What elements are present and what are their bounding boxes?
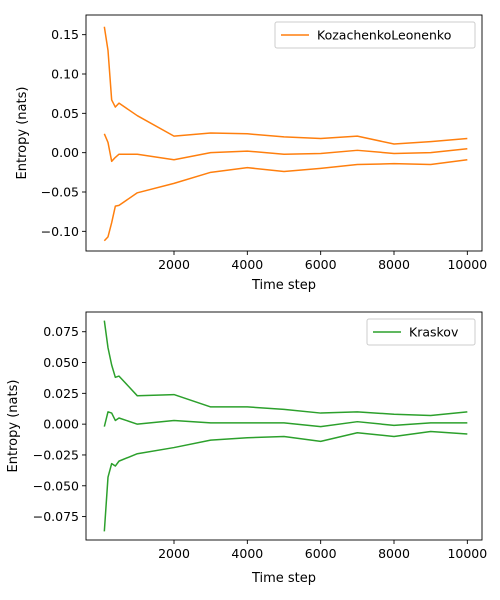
- chart-kraskov: 2000 4000 6000 8000 10000 −0.075 −0.050 −0.025…: [6, 311, 487, 586]
- series-line-2: [103, 411, 468, 428]
- x-tick-label: 6000: [305, 257, 337, 272]
- plot-area: [85, 14, 483, 252]
- x-tick-label: 8000: [378, 546, 410, 561]
- legend-box: [274, 21, 476, 49]
- y-axis: −0.10 −0.05 0.00 0.05 0.10 0.15: [41, 27, 86, 239]
- y-axis-label: Entropy (nats): [6, 380, 21, 473]
- legend: Kraskov: [366, 318, 476, 346]
- legend-box: [366, 318, 476, 346]
- y-tick-label: 0.075: [43, 324, 79, 339]
- legend: KozachenkoLeonenko: [274, 21, 476, 49]
- series-line-3: [103, 430, 468, 532]
- x-axis-label: Time step: [251, 278, 316, 293]
- series-line-3: [103, 159, 468, 242]
- x-tick-label: 4000: [231, 257, 263, 272]
- y-tick-label: 0.10: [51, 67, 79, 82]
- y-tick-label: −0.10: [41, 224, 79, 239]
- y-tick-label: 0.05: [51, 106, 79, 121]
- axes-frame: [85, 14, 483, 252]
- y-axis: −0.075 −0.050 −0.025 0.000 0.025 0.050 0.075: [33, 324, 86, 524]
- y-tick-label: −0.05: [41, 185, 79, 200]
- y-tick-label: −0.025: [33, 447, 79, 462]
- y-tick-label: 0.00: [51, 145, 79, 160]
- x-tick-label: 2000: [158, 257, 190, 272]
- y-tick-label: 0.025: [43, 386, 79, 401]
- x-tick-label: 10000: [447, 546, 487, 561]
- x-tick-label: 10000: [447, 257, 487, 272]
- x-axis: 2000 4000 6000 8000 10000: [158, 540, 487, 561]
- y-tick-label: 0.050: [43, 355, 79, 370]
- legend-label: Kraskov: [409, 325, 459, 340]
- y-tick-label: −0.050: [33, 478, 79, 493]
- axes-frame: [85, 311, 483, 541]
- series-line-1: [103, 26, 468, 145]
- series-line-1: [103, 320, 468, 417]
- chart-kozachenko-leonenko: 2000 4000 6000 8000 10000 −0.10 −0.05 0.00 0.05…: [15, 14, 487, 293]
- x-tick-label: 4000: [231, 546, 263, 561]
- y-tick-label: 0.000: [43, 417, 79, 432]
- y-tick-label: 0.15: [51, 27, 79, 42]
- x-axis: 2000 4000 6000 8000 10000: [158, 251, 487, 272]
- y-axis-label: Entropy (nats): [15, 87, 30, 180]
- x-axis-label: Time step: [251, 571, 316, 586]
- legend-label: KozachenkoLeonenko: [317, 28, 451, 43]
- x-tick-label: 6000: [305, 546, 337, 561]
- series-line-2: [103, 133, 468, 163]
- plot-area: [85, 311, 483, 541]
- x-tick-label: 2000: [158, 546, 190, 561]
- y-tick-label: −0.075: [33, 509, 79, 524]
- x-tick-label: 8000: [378, 257, 410, 272]
